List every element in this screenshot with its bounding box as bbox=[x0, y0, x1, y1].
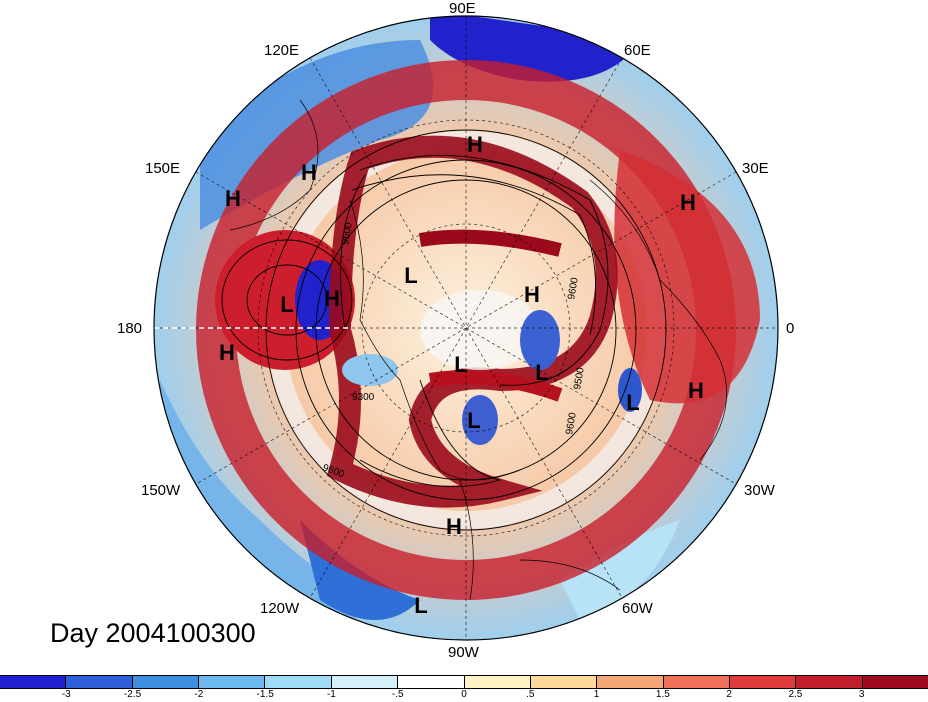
colorbar-segment bbox=[530, 676, 598, 688]
low-pressure-label: L bbox=[454, 352, 467, 377]
colorbar-tick-label: -2 bbox=[194, 689, 204, 700]
high-pressure-label: H bbox=[524, 282, 540, 307]
colorbar-segment bbox=[862, 676, 928, 688]
colorbar-segment bbox=[199, 676, 266, 688]
colorbar-tick-label: -.5 bbox=[391, 689, 404, 700]
colorbar-segment bbox=[597, 676, 664, 688]
low-pressure-label: L bbox=[626, 390, 639, 415]
low-pressure-label: L bbox=[467, 408, 480, 433]
longitude-label-30e: 30E bbox=[742, 160, 769, 177]
colorbar-segment bbox=[132, 676, 200, 688]
colorbar-segment bbox=[663, 676, 730, 688]
low-pressure-label: L bbox=[535, 360, 548, 385]
colorbar-tick-label: 2 bbox=[726, 689, 732, 700]
colorbar-segment bbox=[464, 676, 531, 688]
longitude-label-180: 180 bbox=[117, 320, 143, 337]
low-pressure-label: L bbox=[414, 593, 427, 618]
colorbar-tick-label: .5 bbox=[526, 689, 535, 700]
longitude-label-120w: 120W bbox=[260, 600, 300, 617]
date-title: Day 2004100300 bbox=[50, 618, 256, 648]
longitude-label-90w: 90W bbox=[448, 644, 479, 661]
colorbar-tick-label: -1.5 bbox=[256, 689, 274, 700]
low-pressure-label: L bbox=[280, 292, 293, 317]
colorbar-tick-label: -1 bbox=[326, 689, 336, 700]
high-pressure-label: H bbox=[467, 132, 483, 157]
map-field bbox=[154, 16, 778, 640]
longitude-label-30w: 30W bbox=[744, 482, 775, 499]
colorbar-segment bbox=[729, 676, 797, 688]
longitude-label-0: 0 bbox=[786, 320, 795, 337]
colorbar-tick-label: -2.5 bbox=[123, 689, 142, 700]
high-pressure-label: H bbox=[680, 190, 696, 215]
colorbar-tick-label: 1.5 bbox=[655, 689, 670, 700]
high-pressure-label: H bbox=[324, 286, 340, 311]
colorbar-ticks: -3 -2.5 -2 -1.5 -1 -.5 0 .5 1 1.5 2 2.5 3 bbox=[0, 689, 928, 702]
contour-label: 9600 bbox=[564, 411, 579, 435]
contour-label: 9600 bbox=[566, 276, 581, 300]
high-pressure-label: H bbox=[225, 186, 241, 211]
colorbar-segment bbox=[66, 676, 133, 688]
high-pressure-label: H bbox=[219, 340, 235, 365]
longitude-label-60e: 60E bbox=[624, 42, 651, 59]
colorbar-segment bbox=[398, 676, 465, 688]
colorbar bbox=[0, 675, 928, 689]
colorbar-tick-label: 3 bbox=[858, 689, 865, 700]
colorbar-segment bbox=[796, 676, 863, 688]
colorbar-segment bbox=[265, 676, 332, 688]
high-pressure-label: H bbox=[446, 514, 462, 539]
contour-label: 9600 bbox=[340, 221, 355, 245]
longitude-label-90e: 90E bbox=[449, 0, 476, 17]
colorbar-segment bbox=[0, 676, 67, 688]
contour-label: 9300 bbox=[352, 392, 375, 403]
colorbar-segment bbox=[331, 676, 399, 688]
colorbar-tick-label: 0 bbox=[461, 689, 467, 700]
longitude-label-150e: 150E bbox=[145, 160, 181, 177]
high-pressure-label: H bbox=[301, 160, 317, 185]
longitude-label-150w: 150W bbox=[141, 482, 181, 499]
longitude-label-120e: 120E bbox=[264, 42, 300, 59]
colorbar-tick-label: 1 bbox=[593, 689, 600, 700]
longitude-label-60w: 60W bbox=[622, 600, 653, 617]
low-pressure-label: L bbox=[404, 263, 417, 288]
colorbar-tick-label: 2.5 bbox=[788, 689, 803, 700]
high-pressure-label: H bbox=[688, 378, 704, 403]
colorbar-tick-label: -3 bbox=[61, 689, 71, 700]
contour-label: 9500 bbox=[572, 366, 587, 390]
